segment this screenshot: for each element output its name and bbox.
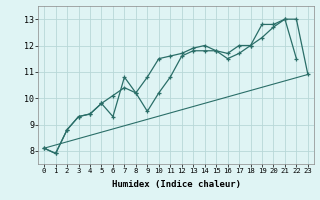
X-axis label: Humidex (Indice chaleur): Humidex (Indice chaleur): [111, 180, 241, 189]
